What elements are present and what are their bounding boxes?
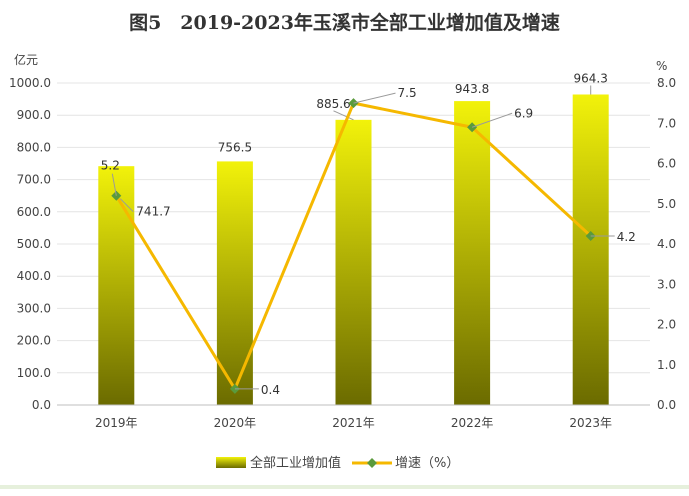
right-tick-label: 4.0 bbox=[657, 237, 676, 251]
line-data-label: 5.2 bbox=[101, 159, 120, 173]
x-tick-label: 2019年 bbox=[95, 416, 138, 430]
bar-data-label: 885.6 bbox=[316, 97, 350, 111]
right-tick-label: 8.0 bbox=[657, 76, 676, 90]
legend-bar-label: 全部工业增加值 bbox=[250, 455, 341, 471]
bar-series bbox=[98, 94, 609, 406]
right-tick-label: 6.0 bbox=[657, 157, 676, 171]
bar-data-label: 756.5 bbox=[218, 140, 252, 154]
legend-bar-swatch bbox=[216, 457, 246, 468]
left-tick-label: 400.0 bbox=[17, 269, 51, 283]
line-label-leader bbox=[353, 92, 396, 104]
line-data-label: 0.4 bbox=[261, 383, 280, 397]
left-tick-label: 100.0 bbox=[17, 366, 51, 380]
left-tick-label: 700.0 bbox=[17, 173, 51, 187]
left-tick-label: 900.0 bbox=[17, 108, 51, 122]
bar-label-leader bbox=[119, 198, 134, 213]
left-tick-label: 1000.0 bbox=[9, 76, 51, 90]
bar-data-label: 943.8 bbox=[455, 82, 489, 96]
line-label-leader bbox=[111, 173, 117, 196]
right-tick-label: 7.0 bbox=[657, 116, 676, 130]
bar-data-label: 964.3 bbox=[574, 71, 608, 85]
bottom-divider bbox=[0, 485, 689, 489]
x-tick-label: 2023年 bbox=[569, 416, 612, 430]
bar bbox=[216, 161, 253, 405]
left-axis: 亿元 0.0 100.0 200.0 300.0 400.0 500.0 600.0 700.… bbox=[9, 52, 51, 412]
line-data-label: 7.5 bbox=[398, 86, 417, 100]
x-tick-label: 2020年 bbox=[214, 416, 257, 430]
bar bbox=[454, 101, 491, 405]
x-axis: 2019年 2020年 2021年 2022年 2023年 bbox=[57, 404, 650, 430]
legend: 全部工业增加值 增速（%） bbox=[216, 455, 459, 471]
line-data-label: 6.9 bbox=[514, 106, 533, 120]
bar bbox=[335, 119, 372, 406]
legend-line-marker bbox=[367, 458, 377, 468]
legend-line-label: 增速（%） bbox=[395, 456, 459, 471]
x-tick-label: 2022年 bbox=[451, 416, 494, 430]
left-tick-label: 300.0 bbox=[17, 301, 51, 315]
bar-label-leader bbox=[333, 110, 354, 121]
chart-title: 图5 2019-2023年玉溪市全部工业增加值及增速 bbox=[129, 12, 560, 34]
right-tick-label: 3.0 bbox=[657, 277, 676, 291]
left-tick-label: 0.0 bbox=[32, 398, 51, 412]
right-tick-label: 2.0 bbox=[657, 318, 676, 332]
bar-data-label: 741.7 bbox=[136, 205, 170, 219]
left-axis-unit: 亿元 bbox=[14, 52, 38, 67]
bar-data-labels: 741.7 756.5 885.6 943.8 964.3 bbox=[119, 71, 608, 219]
line-label-leader bbox=[471, 112, 513, 128]
right-tick-label: 5.0 bbox=[657, 197, 676, 211]
left-tick-label: 600.0 bbox=[17, 205, 51, 219]
bar bbox=[572, 94, 609, 406]
left-tick-label: 500.0 bbox=[17, 237, 51, 251]
left-tick-label: 800.0 bbox=[17, 140, 51, 154]
right-tick-label: 0.0 bbox=[657, 398, 676, 412]
right-axis-unit: % bbox=[656, 59, 667, 73]
x-tick-label: 2021年 bbox=[332, 416, 375, 430]
left-tick-label: 200.0 bbox=[17, 334, 51, 348]
bar bbox=[98, 166, 135, 405]
right-tick-label: 1.0 bbox=[657, 358, 676, 372]
line-data-labels: 5.2 0.4 7.5 6.9 4.2 bbox=[101, 86, 636, 397]
line-data-label: 4.2 bbox=[617, 230, 636, 244]
right-axis: % 0.0 1.0 2.0 3.0 4.0 5.0 6.0 7.0 8.0 bbox=[656, 59, 676, 412]
